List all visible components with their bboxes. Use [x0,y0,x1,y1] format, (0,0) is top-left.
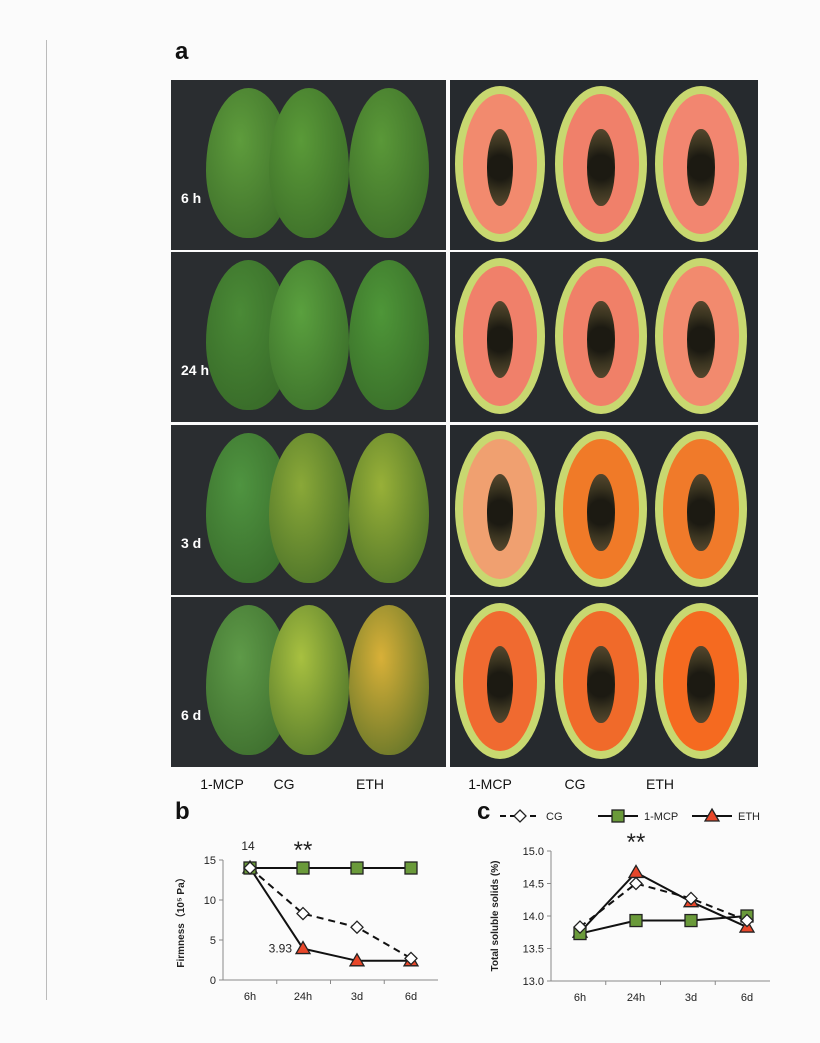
series-line-CG [249,867,412,960]
papaya-half [555,258,647,414]
triangle-marker [348,952,366,967]
y-tick-label: 15 [204,855,216,867]
time-label: 3 d [181,535,202,551]
papaya-half [655,603,747,759]
y-tick-label: 5 [210,935,216,947]
significance-mark: ** [627,829,646,856]
papaya-half [455,86,545,242]
treatment-label: 1-MCP [468,776,512,792]
y-tick-label: 14.5 [523,879,544,891]
panel-label-b: b [175,798,190,825]
papaya-half [655,258,747,414]
photo-halved-fruits [450,425,758,595]
x-tick-label: 6d [405,991,417,1003]
papaya-whole [269,88,349,238]
triangle-marker [294,940,312,955]
papaya-half [555,431,647,587]
panel-label-c: c [477,798,491,825]
square-marker [629,913,643,928]
treatment-label: CG [273,776,295,792]
papaya-whole [349,433,429,583]
series-line-ETH [249,867,411,962]
square-marker [611,809,625,823]
square-marker [350,861,364,875]
y-tick-label: 14.0 [523,911,544,923]
y-axis-label: Total soluble solids (%) [490,861,501,972]
photo-halved-fruits [450,597,758,767]
x-tick-label: 24h [627,992,645,1004]
significance-mark: ** [294,837,313,864]
panel-label-a: a [175,38,189,65]
series-line-ETH [579,871,748,933]
y-tick-label: 15.0 [523,846,544,858]
diamond-marker [243,861,257,875]
time-label: 6 d [181,707,202,723]
diamond-marker [684,891,698,906]
square-marker [684,913,698,928]
time-label: 6 h [181,190,202,206]
y-tick-label: 10 [204,895,216,907]
papaya-half [455,258,545,414]
papaya-whole [269,260,349,410]
diamond-marker [296,906,310,921]
photo-whole-fruits: 3 d [171,425,446,595]
page-margin-line [46,40,47,1000]
x-tick-label: 6h [574,992,586,1004]
x-tick-label: 6h [244,991,256,1003]
papaya-half [455,603,545,759]
legend-label: CG [546,811,563,823]
photo-whole-fruits: 6 h [171,80,446,250]
diamond-marker [573,920,587,934]
y-tick-label: 13.0 [523,976,544,988]
series-line-1-MCP [579,915,748,935]
triangle-marker [627,864,645,879]
triangle-marker [703,807,721,822]
series-line-CG [579,882,748,928]
photo-halved-fruits [450,252,758,422]
data-label: 14 [241,839,255,853]
x-tick-label: 3d [685,992,697,1004]
diamond-marker [629,876,643,891]
diamond-marker [740,913,754,928]
photo-whole-fruits: 24 h [171,252,446,422]
papaya-whole [349,605,429,755]
papaya-half [555,86,647,242]
diamond-marker [404,951,418,966]
papaya-half [655,86,747,242]
papaya-half [555,603,647,759]
papaya-whole [269,433,349,583]
data-label: 3.93 [269,942,293,956]
photo-whole-fruits: 6 d [171,597,446,767]
x-tick-label: 3d [351,991,363,1003]
papaya-whole [349,88,429,238]
legend-label: 1-MCP [644,811,678,823]
firmness-chart: 0 5 10 15 6h 24h 3d 6d Firmness（10⁵ Pa） 14 3.93 ** [174,837,438,1003]
papaya-whole [349,260,429,410]
square-marker [404,861,418,875]
papaya-half [455,431,545,587]
time-label: 24 h [181,362,210,378]
square-marker [296,861,310,875]
y-tick-label: 13.5 [523,944,544,956]
diamond-marker [350,920,364,935]
x-tick-label: 6d [741,992,753,1004]
papaya-whole [269,605,349,755]
papaya-half [655,431,747,587]
photo-halved-fruits [450,80,758,250]
y-axis-label: Firmness（10⁵ Pa） [174,872,187,967]
treatment-label: ETH [646,776,674,792]
x-tick-label: 24h [294,991,312,1003]
treatment-label: 1-MCP [200,776,244,792]
y-tick-label: 0 [210,975,216,987]
treatment-label: ETH [356,776,384,792]
legend-label: ETH [738,811,760,823]
tss-chart: 13.0 13.5 14.0 14.5 15.0 6h 24h 3d 6d Total solub… [490,807,770,1004]
treatment-label: CG [564,776,586,792]
diamond-marker [513,809,527,823]
